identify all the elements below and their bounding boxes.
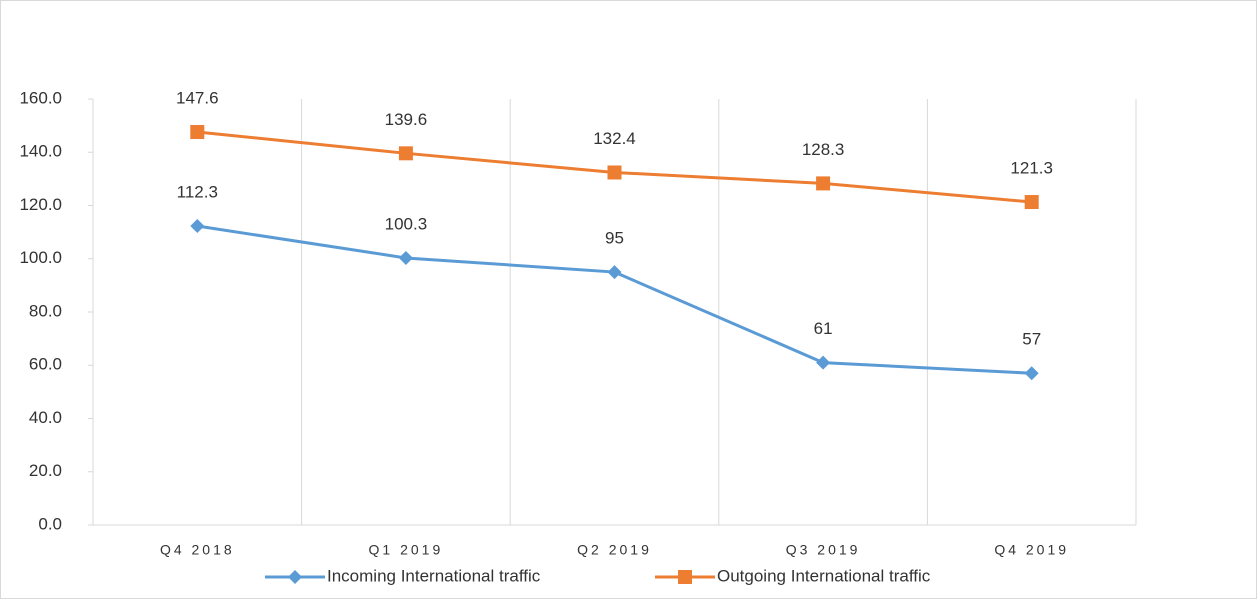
x-tick-label: Q4 2018 xyxy=(160,542,235,558)
x-tick-label: Q4 2019 xyxy=(994,542,1069,558)
data-label: 100.3 xyxy=(385,214,428,233)
point xyxy=(398,146,413,161)
y-tick-label: 20.0 xyxy=(29,461,62,480)
y-tick-label: 100.0 xyxy=(19,248,62,267)
y-tick-label: 120.0 xyxy=(19,195,62,214)
data-label: 121.3 xyxy=(1010,159,1053,178)
data-label: 139.6 xyxy=(385,110,428,129)
data-label: 128.3 xyxy=(802,140,845,159)
data-label: 147.6 xyxy=(176,88,219,107)
point xyxy=(1024,195,1039,210)
data-label: 57 xyxy=(1022,330,1041,349)
legend-marker xyxy=(678,570,692,584)
point xyxy=(398,250,413,265)
data-label: 95 xyxy=(605,229,624,248)
point xyxy=(816,355,831,370)
point xyxy=(816,176,831,191)
legend-label: Incoming International traffic xyxy=(327,566,541,585)
legend-marker xyxy=(288,570,302,584)
data-label: 112.3 xyxy=(177,182,218,201)
y-tick-label: 80.0 xyxy=(29,301,62,320)
x-tick-label: Q1 2019 xyxy=(369,542,444,558)
y-tick-label: 60.0 xyxy=(29,355,62,374)
y-tick-label: 40.0 xyxy=(29,408,62,427)
point xyxy=(190,219,205,234)
point xyxy=(607,165,622,180)
point xyxy=(607,265,622,280)
x-tick-label: Q2 2019 xyxy=(577,542,652,558)
point xyxy=(190,125,205,140)
y-tick-label: 0.0 xyxy=(38,514,62,533)
data-label: 61 xyxy=(814,319,833,338)
point xyxy=(1024,366,1039,381)
y-tick-label: 140.0 xyxy=(19,142,62,161)
data-label: 132.4 xyxy=(593,129,636,148)
x-tick-label: Q3 2019 xyxy=(786,542,861,558)
y-tick-label: 160.0 xyxy=(19,88,62,107)
legend-label: Outgoing International traffic xyxy=(717,566,931,585)
